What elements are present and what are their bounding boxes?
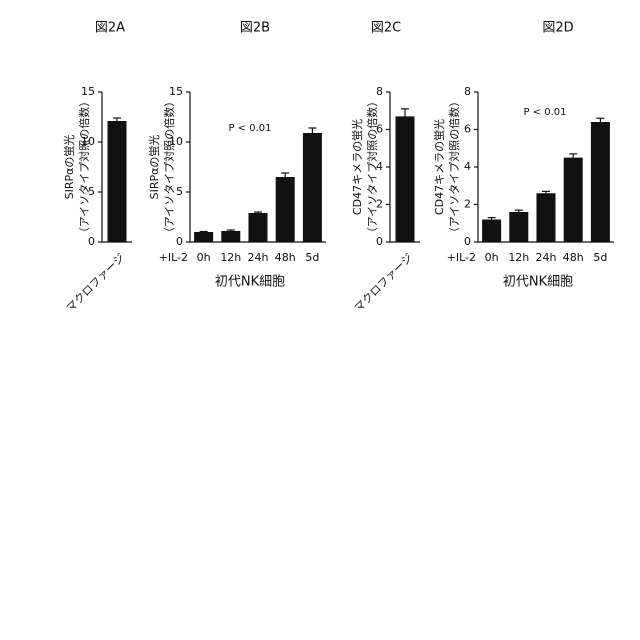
y-tick-label: 2: [376, 198, 383, 211]
error-bar: [488, 218, 496, 220]
y-tick-label: 10: [81, 135, 95, 148]
chart-title: 図2B: [240, 21, 270, 36]
x-prefix-label: +IL-2: [159, 251, 188, 264]
x-axis-label: 初代NK細胞: [215, 275, 285, 290]
y-tick-label: 4: [376, 160, 383, 173]
bar: [509, 212, 528, 242]
x-axis-label: 初代NK細胞: [503, 275, 573, 290]
error-bar: [200, 232, 208, 233]
error-bar: [308, 128, 316, 133]
y-axis-label: SIRPαの蛍光: [147, 135, 161, 200]
chart-title: 図2D: [542, 21, 573, 36]
error-bar: [401, 109, 409, 117]
x-tick-label: 0h: [197, 251, 211, 264]
y-tick-label: 5: [176, 185, 183, 198]
bar: [591, 122, 610, 242]
error-bar: [254, 212, 262, 213]
bar: [303, 133, 322, 242]
bar: [108, 121, 127, 242]
y-tick-label: 4: [464, 160, 471, 173]
error-bar: [281, 173, 289, 177]
y-tick-label: 15: [169, 85, 183, 98]
y-axis-label: （アイソタイプ対照の倍数）: [162, 96, 176, 238]
y-tick-label: 8: [376, 85, 383, 98]
x-prefix-label: +IL-2: [447, 251, 476, 264]
x-tick-label: 5d: [305, 251, 319, 264]
error-bar: [113, 118, 121, 121]
y-tick-label: 0: [176, 235, 183, 248]
x-tick-label: 5d: [593, 251, 607, 264]
bar: [537, 193, 556, 242]
y-tick-label: 10: [169, 135, 183, 148]
x-tick-label: マクロファージ: [352, 251, 415, 314]
bar: [194, 232, 213, 242]
y-axis-label: CD47キメラの蛍光: [432, 119, 446, 215]
x-tick-label: 12h: [508, 251, 529, 264]
y-tick-label: 0: [376, 235, 383, 248]
chart-title: 図2A: [95, 21, 125, 36]
bar: [221, 231, 240, 242]
bar: [396, 116, 415, 242]
y-tick-label: 15: [81, 85, 95, 98]
x-tick-label: 12h: [220, 251, 241, 264]
y-axis-label: （アイソタイプ対照の倍数）: [77, 96, 91, 238]
y-axis-label: CD47キメラの蛍光: [350, 119, 364, 215]
chart-title: 図2C: [371, 21, 401, 36]
y-tick-label: 0: [88, 235, 95, 248]
bar: [482, 220, 501, 243]
error-bar: [227, 230, 235, 231]
figure: 図2ASIRPαの蛍光（アイソタイプ対照の倍数）051015マクロファージ図2B…: [0, 0, 640, 640]
annotation: P < 0.01: [228, 123, 271, 134]
y-tick-label: 0: [464, 235, 471, 248]
y-tick-label: 2: [464, 198, 471, 211]
x-tick-label: 48h: [275, 251, 296, 264]
y-axis-label: SIRPαの蛍光: [62, 135, 76, 200]
x-tick-label: 0h: [485, 251, 499, 264]
error-bar: [596, 118, 604, 122]
x-tick-label: 48h: [563, 251, 584, 264]
y-tick-label: 5: [88, 185, 95, 198]
error-bar: [515, 210, 523, 212]
bar: [564, 158, 583, 242]
error-bar: [542, 191, 550, 193]
bar: [249, 213, 268, 242]
bar: [276, 177, 295, 242]
x-tick-label: 24h: [248, 251, 269, 264]
y-tick-label: 6: [376, 123, 383, 136]
x-tick-label: 24h: [536, 251, 557, 264]
x-tick-label: マクロファージ: [64, 251, 127, 314]
annotation: P < 0.01: [523, 107, 566, 118]
y-tick-label: 6: [464, 123, 471, 136]
error-bar: [569, 154, 577, 158]
y-axis-label: （アイソタイプ対照の倍数）: [447, 96, 461, 238]
y-tick-label: 8: [464, 85, 471, 98]
